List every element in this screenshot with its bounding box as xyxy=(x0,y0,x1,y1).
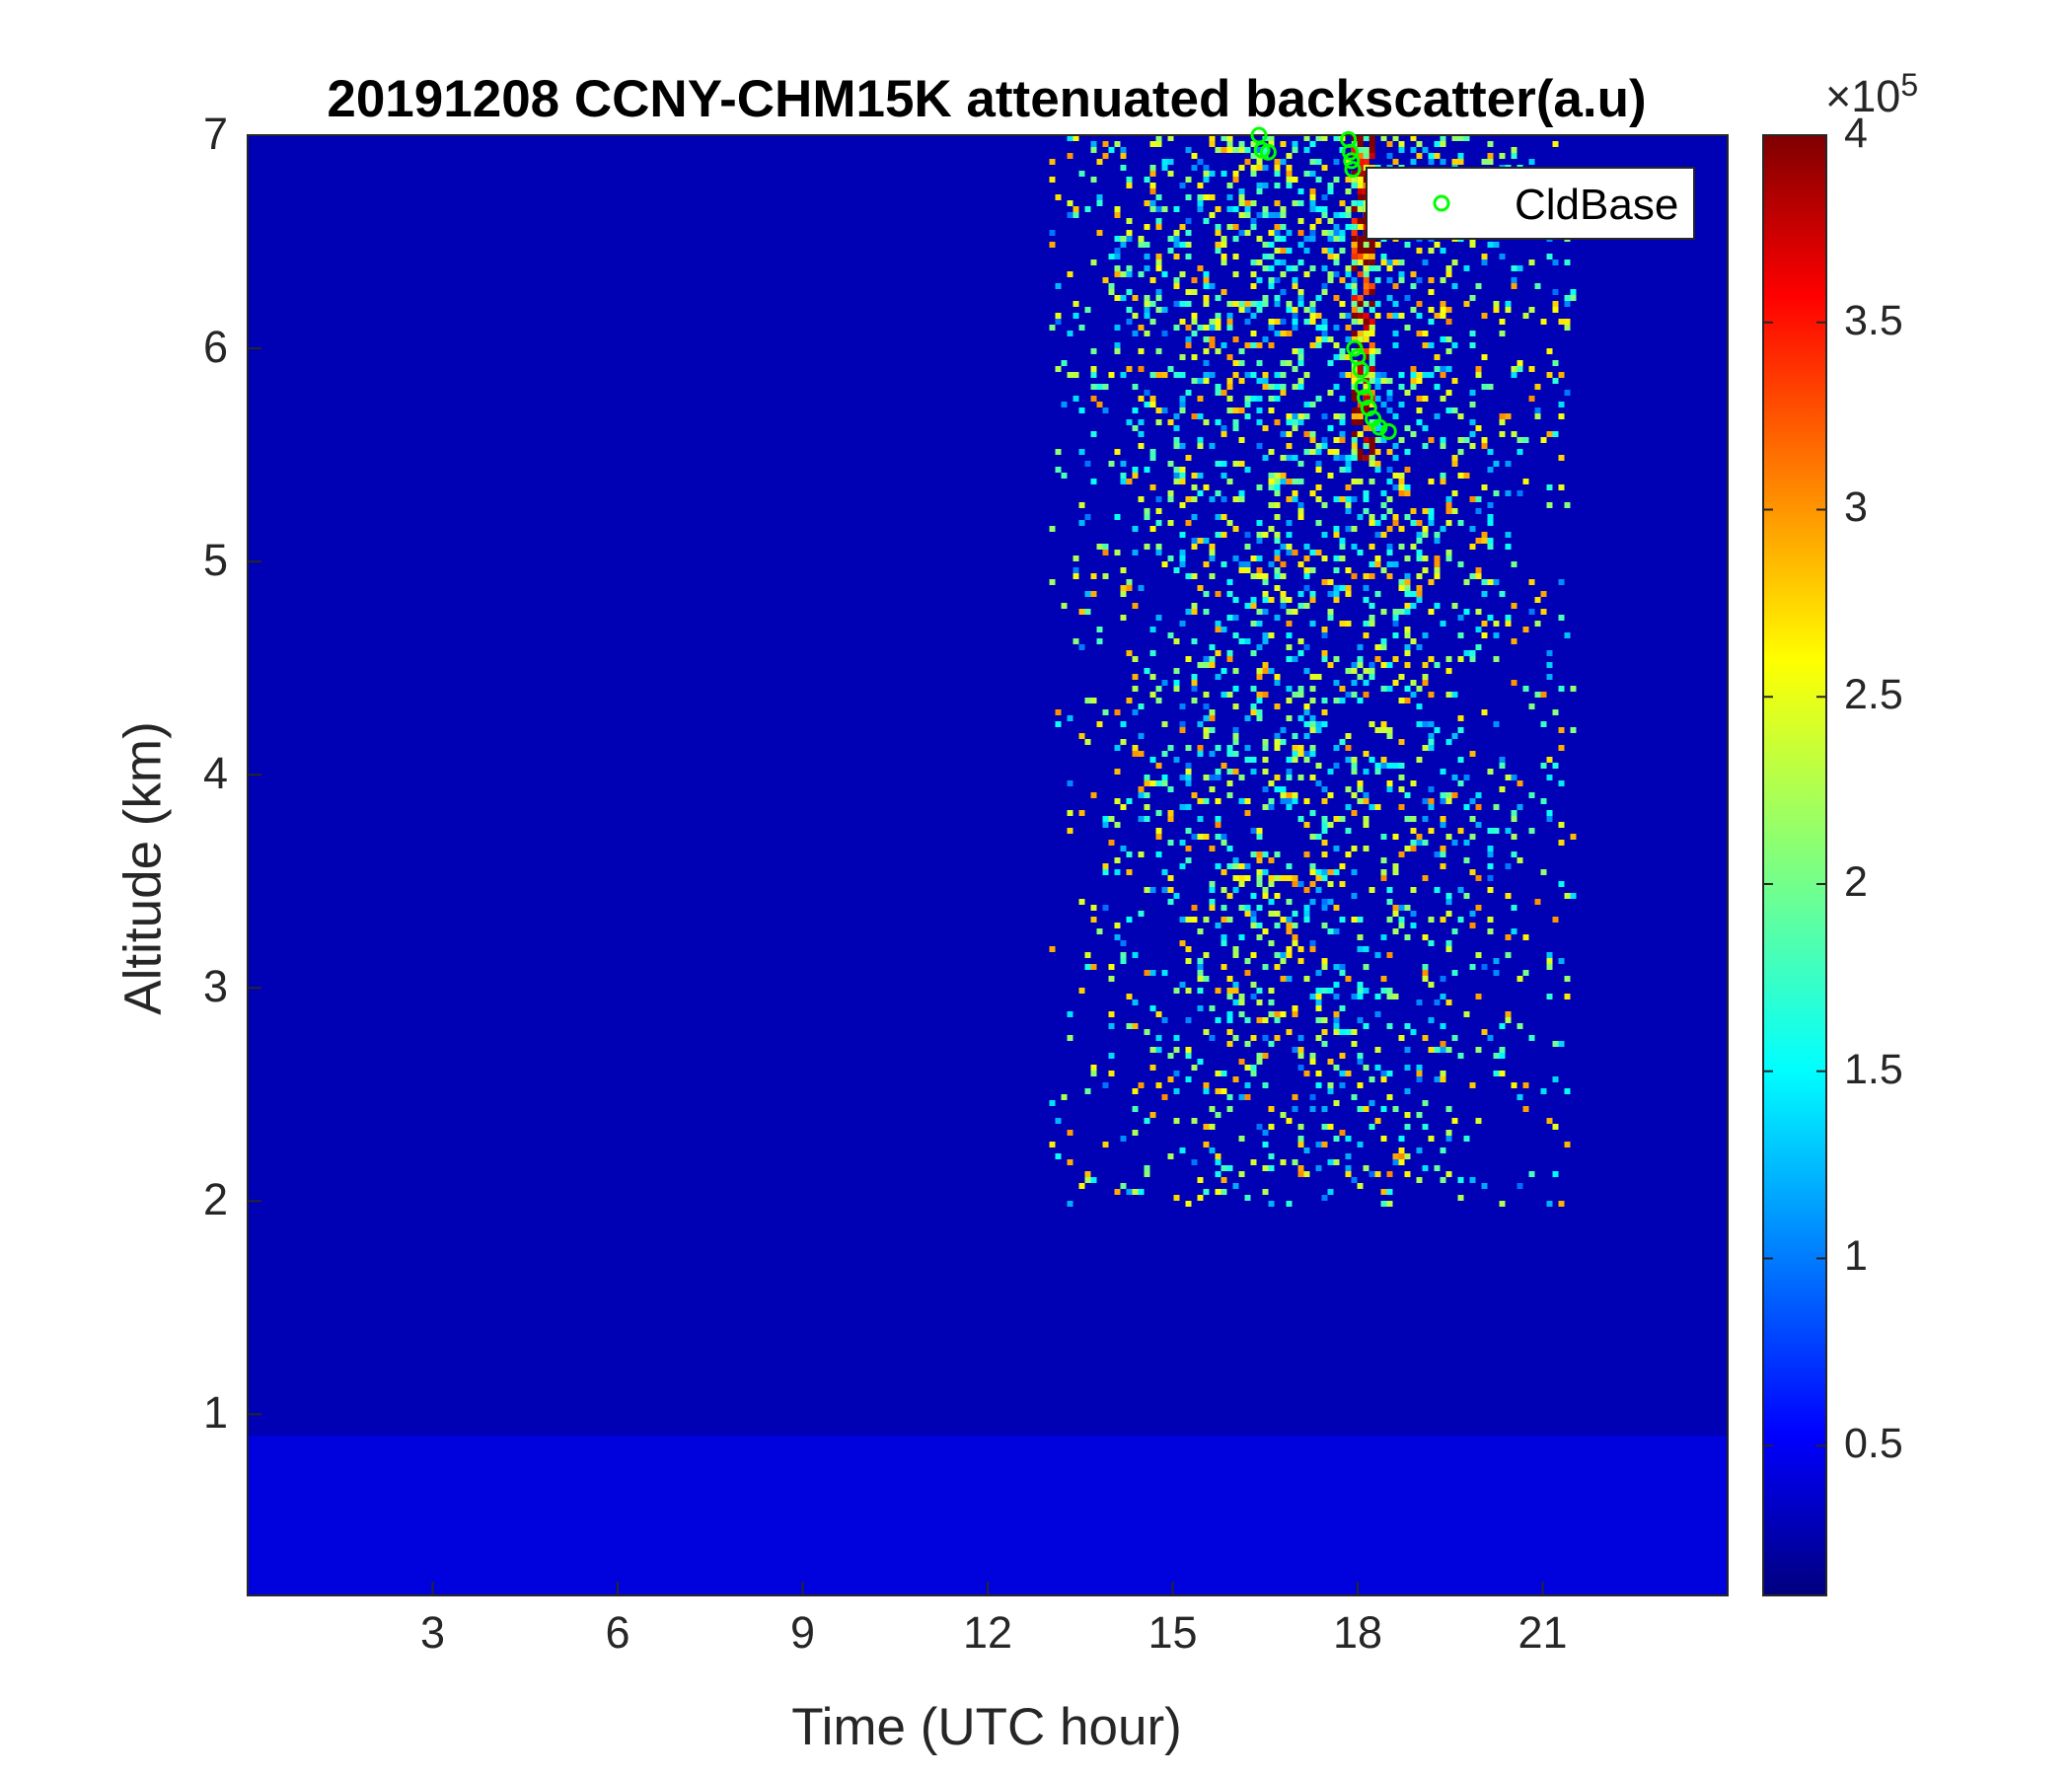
y-tick-label: 1 xyxy=(202,1387,228,1439)
cldbase-point xyxy=(1354,378,1371,396)
y-axis-label: Altitude (km) xyxy=(113,721,173,1015)
colorbar-tick-label: 4 xyxy=(1844,110,1868,157)
x-tick-label: 9 xyxy=(789,1607,816,1658)
y-tick-label: 5 xyxy=(202,535,228,586)
x-tick-label: 3 xyxy=(419,1607,446,1658)
cldbase-point xyxy=(1357,389,1373,407)
colorbar-tick-label: 2.5 xyxy=(1844,671,1903,719)
y-tick-label: 2 xyxy=(202,1174,228,1225)
cldbase-point xyxy=(1259,143,1277,161)
x-tick-label: 15 xyxy=(1147,1607,1198,1658)
axes xyxy=(247,134,1729,1596)
colorbar-gradient xyxy=(1762,134,1827,1596)
legend-label: CldBase xyxy=(1515,181,1678,229)
colorbar-tick-label: 1.5 xyxy=(1844,1045,1903,1093)
cldbase-point xyxy=(1343,152,1361,170)
legend-marker xyxy=(1433,194,1450,212)
cldbase-point xyxy=(1344,161,1362,179)
chart-title: 20191208 CCNY-CHM15K attenuated backscat… xyxy=(327,70,1647,128)
y-tick-label: 4 xyxy=(202,748,228,799)
legend-box xyxy=(1366,167,1695,240)
colorbar-tick-label: 2 xyxy=(1844,857,1868,906)
colorbar-tick-label: 3.5 xyxy=(1844,296,1903,344)
y-tick-label: 7 xyxy=(202,109,228,159)
colorbar-tick-label: 0.5 xyxy=(1844,1420,1903,1468)
cldbase-point xyxy=(1352,361,1369,379)
heatmap-region-boundary-layer xyxy=(248,1435,1728,1595)
x-tick-label: 18 xyxy=(1332,1607,1383,1658)
x-tick-label: 12 xyxy=(962,1607,1013,1658)
colorbar xyxy=(1762,134,1827,1596)
x-tick-label: 21 xyxy=(1517,1607,1568,1658)
legend: CldBase xyxy=(1366,167,1695,240)
cldbase-point xyxy=(1342,143,1359,161)
heatmap-background xyxy=(248,135,1728,1595)
cldbase-point xyxy=(1370,418,1388,436)
colorbar-tick-label: 3 xyxy=(1844,483,1868,532)
y-tick-label: 3 xyxy=(202,961,228,1012)
y-tick-label: 6 xyxy=(202,322,228,373)
cloud-base-series xyxy=(1250,126,1397,440)
heatmap-region-1 xyxy=(1049,135,1577,1207)
cldbase-point xyxy=(1379,422,1397,440)
colorbar-exponent: ×105 xyxy=(1825,67,1919,121)
colorbar-tick-label: 1 xyxy=(1844,1232,1868,1281)
cldbase-point xyxy=(1346,339,1364,357)
x-tick-label: 6 xyxy=(605,1607,630,1658)
x-axis-label: Time (UTC hour) xyxy=(791,1698,1182,1756)
cldbase-point xyxy=(1250,126,1268,144)
plot-area xyxy=(248,135,1728,1595)
